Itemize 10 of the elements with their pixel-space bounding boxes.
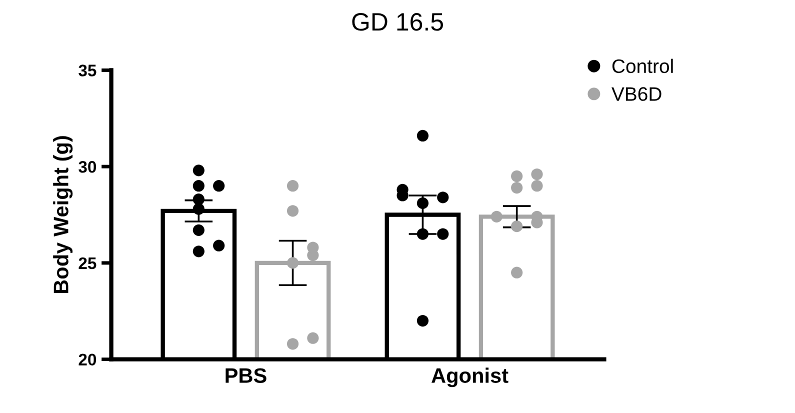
y-axis-title: Body Weight (g) — [53, 136, 73, 294]
y-tick-label: 25 — [78, 257, 96, 270]
x-tick-label: Agonist — [432, 368, 508, 388]
legend-label: VB6D — [612, 87, 662, 101]
chart-title: GD 16.5 — [352, 13, 444, 31]
y-tick-label: 35 — [78, 64, 96, 76]
y-tick-label: 30 — [78, 160, 96, 173]
x-tick-label: PBS — [226, 368, 266, 383]
y-tick-label: 20 — [78, 354, 96, 366]
legend-label: Control — [612, 58, 673, 74]
